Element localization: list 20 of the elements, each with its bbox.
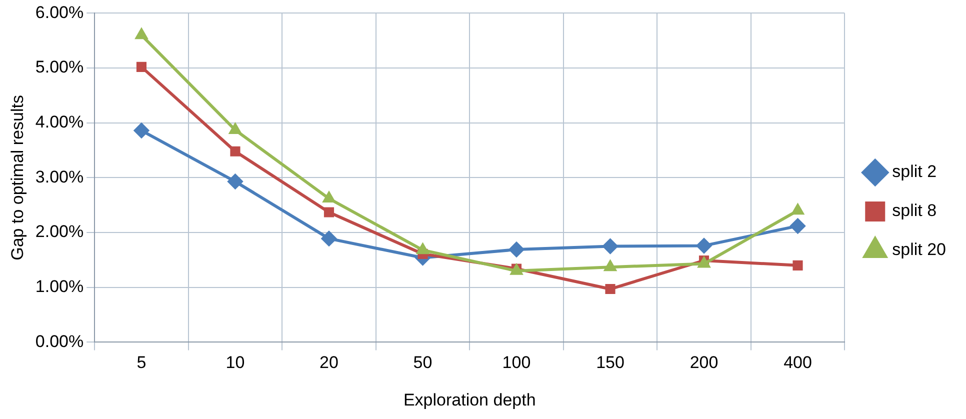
x-axis-title: Exploration depth [403,390,536,410]
x-tick-label: 10 [226,353,245,372]
y-tick-label: 5.00% [35,58,84,77]
x-tick-label: 20 [320,353,338,372]
y-tick-label: 6.00% [35,2,84,22]
x-tick-label: 150 [596,353,624,372]
x-tick-label: 200 [690,353,718,372]
legend-label: split 2 [892,162,937,182]
y-tick-label: 2.00% [35,222,84,242]
legend-label: split 8 [892,201,937,220]
y-tick-label: 4.00% [35,112,84,132]
y-tick-label: 0.00% [35,332,84,351]
legend-label: split 20 [892,240,946,260]
y-tick-label: 1.00% [35,277,84,296]
x-tick-label: 5 [136,353,146,372]
x-tick-label: 50 [413,353,432,372]
y-tick-label: 3.00% [35,167,84,186]
x-tick-label: 100 [502,353,531,372]
x-tick-label: 400 [784,353,812,372]
y-axis-title: Gap to optimal results [8,95,27,260]
